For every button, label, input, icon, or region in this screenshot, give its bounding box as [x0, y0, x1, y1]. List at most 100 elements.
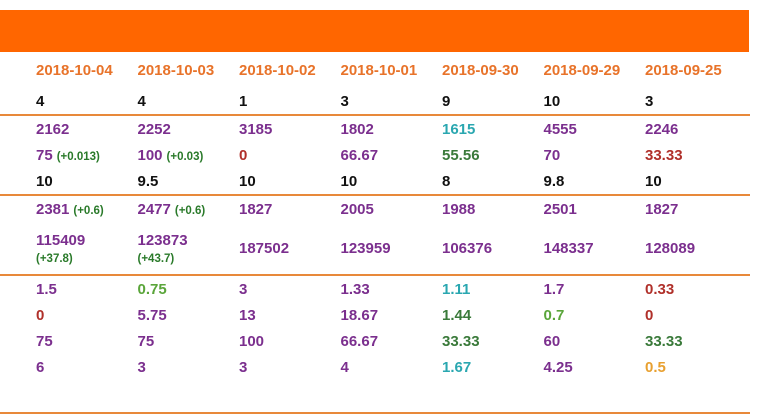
cell-value: 0 — [645, 306, 654, 324]
count-cell: 4 — [137, 92, 146, 110]
value-cell: 75 (+0.013) — [0, 147, 102, 164]
date-header: 2018-09-30 — [442, 61, 519, 79]
value-cell: 0.5 — [609, 359, 711, 376]
count-cell: 10 — [543, 92, 561, 110]
cell-value: 75 — [36, 146, 53, 164]
value-cell: 1.11 — [406, 281, 508, 298]
count-cell: 9 — [442, 92, 451, 110]
value-cell: 0 — [203, 147, 305, 164]
value-cell: 4.25 — [508, 359, 610, 376]
value-cell: 60 — [508, 333, 610, 350]
value-row: 2381 (+0.6) 2477 (+0.6) 1827 2005 1988 2501 1827 — [0, 196, 750, 222]
cell-value: 2477 — [137, 200, 171, 218]
cell-value: 115409 — [36, 231, 86, 249]
value-cell: 1.7 — [508, 281, 610, 298]
value-cell: 70 — [508, 147, 610, 164]
value-cell: 1988 — [406, 201, 508, 218]
value-cell: 123959 — [305, 240, 407, 257]
value-cell: 2477 (+0.6) — [102, 200, 206, 218]
cell-value: 3185 — [239, 120, 273, 138]
count-cell: 9.5 — [137, 172, 159, 190]
cell-value: 0.75 — [137, 280, 167, 298]
cell-value: 0.33 — [645, 280, 675, 298]
count-cell: 4 — [36, 92, 45, 110]
cell-value: 100 — [137, 146, 163, 164]
value-row: 75 (+0.013) 100 (+0.03) 0 66.67 55.56 70 33.33 — [0, 142, 750, 168]
cell-value: 3 — [239, 358, 248, 376]
stats-grid: 2018-10-04 2018-10-03 2018-10-02 2018-10… — [0, 52, 750, 380]
cell-delta: (+37.8) — [36, 252, 73, 265]
value-cell: 1.67 — [406, 359, 508, 376]
cell-value: 33.33 — [645, 146, 683, 164]
value-cell: 1.5 — [0, 281, 102, 298]
value-cell: 2162 — [0, 121, 102, 138]
cell-value: 1615 — [442, 120, 476, 138]
count-cell: 9.8 — [543, 172, 565, 190]
value-cell: 0.75 — [102, 281, 204, 298]
cell-value: 2005 — [340, 200, 374, 218]
value-cell: 148337 — [508, 240, 610, 257]
cell-value: 4 — [340, 358, 349, 376]
value-cell: 0 — [609, 307, 711, 324]
cell-value: 1827 — [239, 200, 273, 218]
value-cell: 3185 — [203, 121, 305, 138]
value-row: 2162 2252 3185 1802 1615 4555 2246 — [0, 116, 750, 142]
cell-value: 0 — [36, 306, 45, 324]
cell-value: 13 — [239, 306, 256, 324]
cell-value: 1.44 — [442, 306, 472, 324]
cell-value: 1.5 — [36, 280, 57, 298]
value-cell: 2246 — [609, 121, 711, 138]
cell-value: 2246 — [645, 120, 679, 138]
cell-value: 2381 — [36, 200, 70, 218]
value-cell: 66.67 — [305, 147, 407, 164]
cell-value: 18.67 — [340, 306, 379, 324]
cell-value: 3 — [137, 358, 146, 376]
value-cell: 3 — [102, 359, 204, 376]
cell-value: 4555 — [543, 120, 577, 138]
value-cell: 2381 (+0.6) — [0, 200, 104, 218]
cell-value: 1827 — [645, 200, 679, 218]
count-cell: 3 — [645, 92, 654, 110]
value-cell: 1827 — [609, 201, 711, 218]
value-cell: 2005 — [305, 201, 407, 218]
value-cell: 0 — [0, 307, 102, 324]
date-header: 2018-09-29 — [543, 61, 621, 79]
value-cell: 6 — [0, 359, 102, 376]
value-cell: 128089 — [609, 240, 711, 257]
value-cell: 33.33 — [406, 333, 508, 350]
value-cell: 0.33 — [609, 281, 711, 298]
value-cell: 33.33 — [609, 333, 711, 350]
cell-value: 75 — [36, 332, 53, 350]
count-cell: 10 — [340, 172, 358, 190]
cell-value: 66.67 — [340, 146, 379, 164]
value-cell: 75 — [102, 333, 204, 350]
value-cell: 4555 — [508, 121, 610, 138]
cell-delta: (+0.013) — [56, 150, 100, 163]
cell-value: 6 — [36, 358, 45, 376]
value-row: 75 75 100 66.67 33.33 60 33.33 — [0, 328, 750, 354]
cell-value: 0 — [239, 146, 248, 164]
cell-value: 60 — [543, 332, 561, 350]
row-divider — [0, 194, 750, 196]
cell-value: 55.56 — [442, 146, 480, 164]
cell-value: 70 — [543, 146, 561, 164]
value-cell: 55.56 — [406, 147, 508, 164]
value-cell: 187502 — [203, 240, 305, 257]
cell-value: 1.11 — [442, 280, 471, 298]
value-cell: 0.7 — [508, 307, 610, 324]
value-row: 1.5 0.75 3 1.33 1.11 1.7 0.33 — [0, 276, 750, 302]
value-cell: 1802 — [305, 121, 407, 138]
header-banner — [0, 10, 749, 52]
cell-value: 33.33 — [442, 332, 480, 350]
value-cell: 5.75 — [102, 307, 204, 324]
cell-value: 75 — [137, 332, 155, 350]
value-cell: 106376 — [406, 240, 508, 257]
cell-value: 2162 — [36, 120, 70, 138]
count-cell: 10 — [36, 172, 53, 190]
cell-value: 2252 — [137, 120, 171, 138]
date-header: 2018-09-25 — [645, 61, 722, 79]
cell-value: 128089 — [645, 239, 696, 257]
value-cell: 1827 — [203, 201, 305, 218]
value-row: 6 3 3 4 1.67 4.25 0.5 — [0, 354, 750, 380]
